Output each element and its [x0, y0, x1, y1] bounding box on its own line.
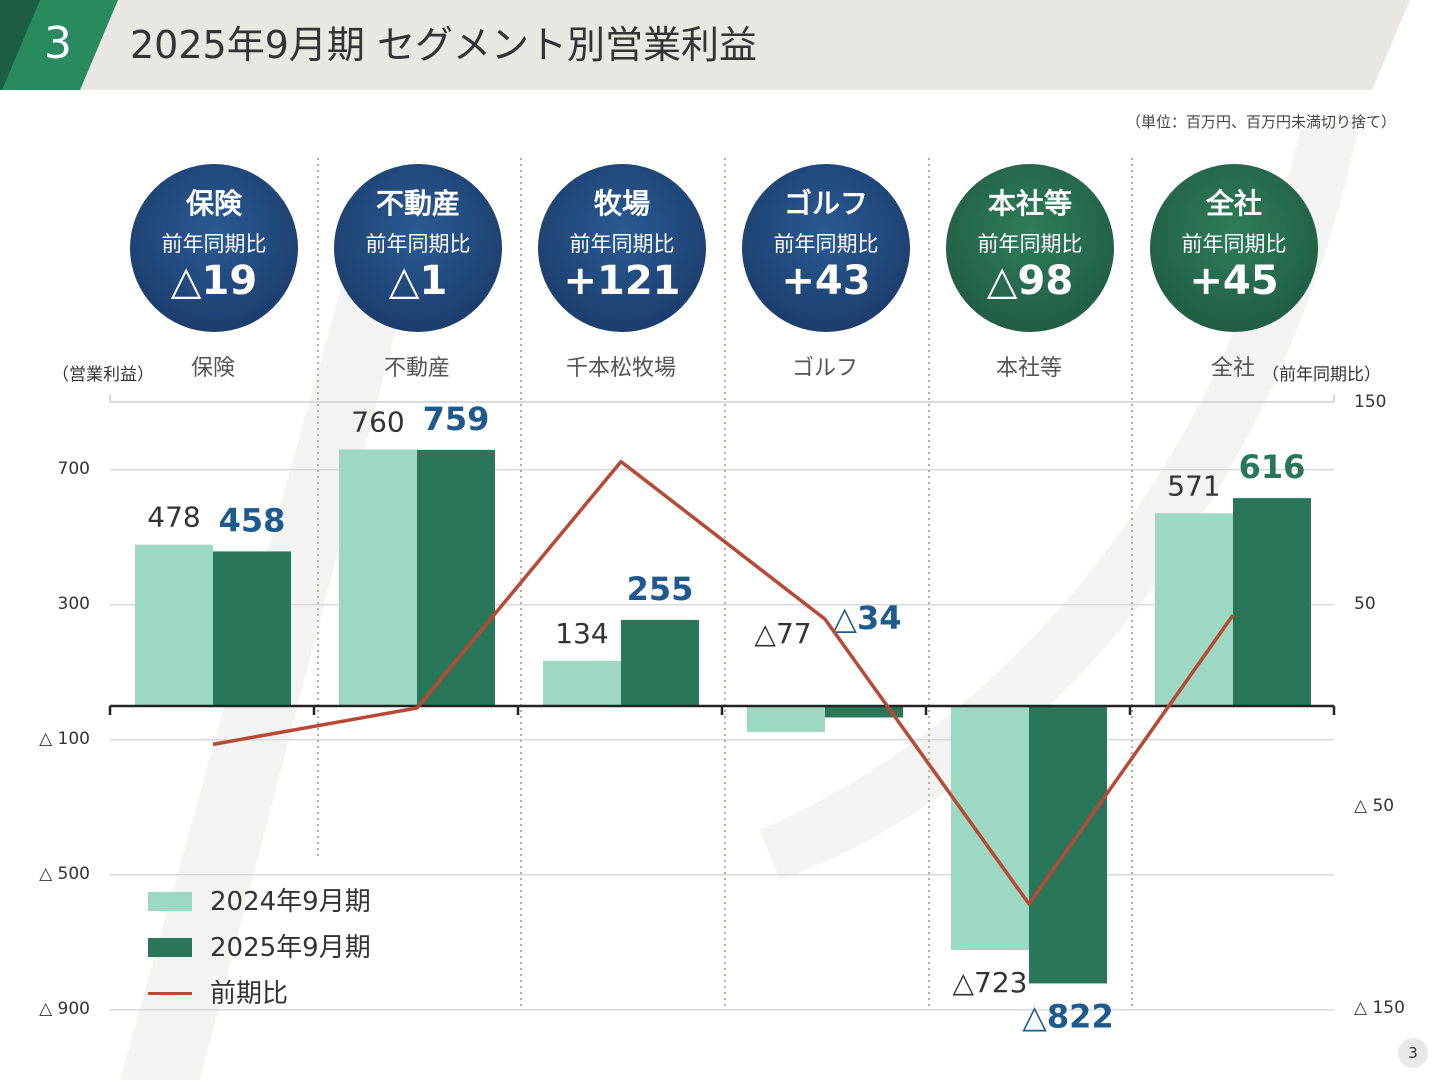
legend-item-prev: 2024年9月期: [148, 882, 448, 922]
page-number-badge: 3: [1398, 1038, 1428, 1068]
bar-2025: [1233, 498, 1311, 706]
y-left-tick-label: 300: [57, 593, 90, 614]
kpi-circle: ゴルフ前年同期比 +43: [742, 164, 910, 332]
y-left-tick-label: △ 900: [39, 998, 90, 1019]
bar-2025: [825, 706, 903, 718]
header: 3 2025年9月期 セグメント別営業利益: [0, 0, 1440, 90]
data-label-2025: 255: [627, 570, 694, 608]
data-label-2024: 760: [351, 406, 404, 439]
legend-item-curr: 2025年9月期: [148, 928, 448, 968]
kpi-segment-name: 牧場: [593, 187, 650, 220]
kpi-segment-name: 保険: [185, 187, 242, 220]
category-label: ゴルフ: [791, 356, 858, 381]
kpi-sub-label: 前年同期比: [161, 232, 267, 256]
kpi-sub-label: 前年同期比: [365, 232, 471, 256]
bar-2025: [621, 619, 699, 706]
category-label: 千本松牧場: [565, 356, 676, 381]
legend-swatch-curr: [148, 938, 192, 957]
category-label: 全社: [1210, 356, 1255, 381]
header-bar: [0, 0, 1410, 90]
bar-2024: [543, 660, 621, 706]
kpi-circle: 不動産前年同期比 △1: [334, 164, 502, 332]
category-label: 本社等: [995, 356, 1062, 381]
bar-2025: [1029, 706, 1107, 984]
y-left-tick-label: △ 500: [39, 863, 90, 884]
y-left-tick-label: 700: [57, 458, 90, 479]
data-label-2025: 759: [423, 400, 490, 438]
kpi-sub-label: 前年同期比: [977, 232, 1083, 256]
y-right-tick-label: 50: [1354, 594, 1376, 614]
y-right-tick-label: △ 150: [1354, 998, 1405, 1018]
data-label-2024: 478: [147, 501, 200, 534]
bar-2024: [339, 449, 417, 706]
data-label-2025: 458: [219, 501, 286, 539]
data-label-2024: 571: [1167, 469, 1220, 502]
kpi-circle: 本社等前年同期比 △98: [946, 164, 1114, 332]
kpi-circle: 保険前年同期比 △19: [130, 164, 298, 332]
kpi-value: △1: [388, 258, 448, 304]
kpi-value: +43: [781, 258, 871, 304]
kpi-sub-label: 前年同期比: [773, 232, 879, 256]
kpi-value: △19: [170, 258, 258, 304]
kpi-value: +121: [563, 258, 681, 304]
left-axis-title: （営業利益）: [52, 365, 154, 385]
unit-note: （単位：百万円、百万円未満切り捨て）: [1125, 113, 1396, 131]
ratio-line: [212, 459, 1235, 906]
data-label-2025: 616: [1239, 448, 1306, 486]
bar-2024: [135, 544, 213, 706]
kpi-value: △98: [986, 258, 1074, 304]
legend-label-line: 前期比: [210, 979, 289, 1009]
legend-label-prev: 2024年9月期: [210, 887, 371, 917]
bar-2024: [747, 706, 825, 732]
y-right-tick-label: △ 50: [1354, 796, 1395, 816]
kpi-sub-label: 前年同期比: [1181, 232, 1287, 256]
y-left-tick-label: △ 100: [39, 728, 90, 749]
category-label: 不動産: [383, 356, 450, 381]
legend-label-curr: 2025年9月期: [210, 933, 371, 963]
data-label-2024: △77: [754, 617, 811, 650]
kpi-segment-name: 全社: [1205, 187, 1262, 220]
bar-2025: [213, 551, 291, 706]
data-label-2024: △723: [953, 966, 1028, 999]
category-label: 保険: [190, 356, 235, 381]
legend-swatch-line: [148, 992, 192, 995]
bar-2024: [951, 706, 1029, 951]
kpi-segment-name: 不動産: [375, 187, 460, 220]
bar-2024: [1155, 513, 1233, 706]
kpi-sub-label: 前年同期比: [569, 232, 675, 256]
kpi-segment-name: ゴルフ: [783, 187, 868, 220]
legend-item-line: 前期比: [148, 974, 448, 1014]
kpi-circle: 牧場前年同期比 +121: [538, 164, 706, 332]
kpi-segment-name: 本社等: [987, 187, 1072, 220]
data-label-2025: △822: [1022, 997, 1113, 1035]
kpi-value: +45: [1189, 258, 1279, 304]
right-axis-title: （前年同期比）: [1262, 365, 1381, 385]
data-label-2024: 134: [555, 617, 608, 650]
y-right-tick-label: 150: [1354, 392, 1387, 412]
kpi-circle: 全社前年同期比 +45: [1150, 164, 1318, 332]
bar-2025: [417, 449, 495, 706]
page-title: 2025年9月期 セグメント別営業利益: [130, 23, 757, 67]
slide-number: 3: [44, 18, 72, 69]
data-label-2025: △34: [832, 599, 901, 637]
legend-swatch-prev: [148, 892, 192, 911]
